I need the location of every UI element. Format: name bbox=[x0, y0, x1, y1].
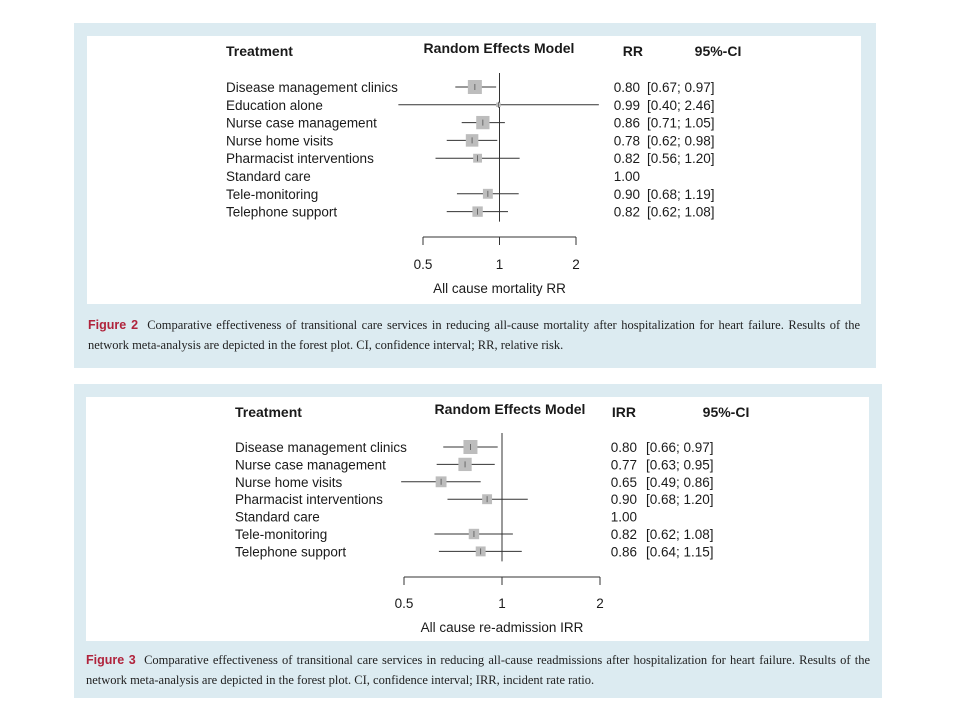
x-tick-label: 0.5 bbox=[395, 596, 414, 611]
x-tick-label: 0.5 bbox=[414, 257, 433, 272]
figure-2-plot-area: Treatment Random Effects Model RR 95%-CI Dis… bbox=[87, 36, 861, 304]
row-value: 0.77 bbox=[611, 457, 637, 472]
row-value: 0.82 bbox=[614, 205, 640, 220]
row-ci: [0.66; 0.97] bbox=[646, 440, 714, 455]
row-ci: [0.67; 0.97] bbox=[647, 80, 715, 95]
header-ci: 95%-CI bbox=[703, 404, 750, 420]
row-label: Telephone support bbox=[235, 544, 346, 559]
figure-2-caption-text: Comparative effectiveness of transitiona… bbox=[88, 318, 860, 352]
x-tick-label: 2 bbox=[572, 257, 580, 272]
row-ci: [0.49; 0.86] bbox=[646, 475, 714, 490]
row-label: Pharmacist interventions bbox=[226, 151, 374, 166]
figure-3-caption: Figure 3 Comparative effectiveness of tr… bbox=[86, 650, 870, 690]
row-ci: [0.63; 0.95] bbox=[646, 457, 714, 472]
row-label: Tele-monitoring bbox=[235, 527, 327, 542]
row-value: 0.86 bbox=[614, 116, 640, 131]
x-tick-label: 1 bbox=[498, 596, 506, 611]
row-value: 0.82 bbox=[614, 151, 640, 166]
row-value: 0.99 bbox=[614, 98, 640, 113]
row-ci: [0.62; 0.98] bbox=[647, 133, 715, 148]
row-label: Nurse case management bbox=[226, 116, 377, 131]
row-ci: [0.71; 1.05] bbox=[647, 116, 715, 131]
row-ci: [0.62; 1.08] bbox=[647, 205, 715, 220]
row-label: Tele-monitoring bbox=[226, 187, 318, 202]
header-model: Random Effects Model bbox=[435, 401, 586, 417]
row-ci: [0.40; 2.46] bbox=[647, 98, 715, 113]
row-label: Pharmacist interventions bbox=[235, 492, 383, 507]
figure-3-forest-plot: Treatment Random Effects Model IRR 95%-CI Di… bbox=[235, 401, 750, 635]
header-effect: IRR bbox=[612, 404, 636, 420]
row-ci: [0.68; 1.19] bbox=[647, 187, 715, 202]
row-label: Nurse home visits bbox=[226, 133, 334, 148]
row-value: 0.90 bbox=[611, 492, 637, 507]
row-label: Telephone support bbox=[226, 205, 337, 220]
x-axis-label: All cause mortality RR bbox=[433, 281, 566, 296]
row-label: Disease management clinics bbox=[235, 440, 407, 455]
row-label: Nurse case management bbox=[235, 457, 386, 472]
figure-2-label: Figure 2 bbox=[88, 318, 139, 332]
row-value: 0.90 bbox=[614, 187, 640, 202]
row-label: Standard care bbox=[235, 510, 320, 525]
figure-2-forest-plot: Treatment Random Effects Model RR 95%-CI Dis… bbox=[226, 40, 742, 296]
row-label: Nurse home visits bbox=[235, 475, 343, 490]
row-value: 0.80 bbox=[614, 80, 640, 95]
x-tick-label: 2 bbox=[596, 596, 604, 611]
header-treatment: Treatment bbox=[226, 43, 293, 59]
row-label: Standard care bbox=[226, 169, 311, 184]
header-effect: RR bbox=[623, 43, 643, 59]
header-ci: 95%-CI bbox=[695, 43, 742, 59]
figure-3-panel: Treatment Random Effects Model IRR 95%-CI Di… bbox=[74, 384, 882, 698]
row-value: 0.65 bbox=[611, 475, 637, 490]
header-treatment: Treatment bbox=[235, 404, 302, 420]
header-model: Random Effects Model bbox=[424, 40, 575, 56]
figure-3-plot-area: Treatment Random Effects Model IRR 95%-CI Di… bbox=[86, 397, 869, 641]
row-value: 0.78 bbox=[614, 133, 640, 148]
row-value: 1.00 bbox=[611, 510, 637, 525]
row-value: 0.82 bbox=[611, 527, 637, 542]
row-ci: [0.62; 1.08] bbox=[646, 527, 714, 542]
row-label: Disease management clinics bbox=[226, 80, 398, 95]
row-value: 0.80 bbox=[611, 440, 637, 455]
figure-3-caption-text: Comparative effectiveness of transitiona… bbox=[86, 653, 871, 687]
row-ci: [0.64; 1.15] bbox=[646, 544, 714, 559]
figure-3-label: Figure 3 bbox=[86, 653, 136, 667]
row-ci: [0.68; 1.20] bbox=[646, 492, 714, 507]
row-value: 0.86 bbox=[611, 544, 637, 559]
figure-2-caption: Figure 2 Comparative effectiveness of tr… bbox=[88, 315, 860, 355]
row-label: Education alone bbox=[226, 98, 323, 113]
figure-2-panel: Treatment Random Effects Model RR 95%-CI Dis… bbox=[74, 23, 876, 368]
x-axis-label: All cause re-admission IRR bbox=[421, 620, 584, 635]
x-tick-label: 1 bbox=[496, 257, 504, 272]
row-value: 1.00 bbox=[614, 169, 640, 184]
row-ci: [0.56; 1.20] bbox=[647, 151, 715, 166]
